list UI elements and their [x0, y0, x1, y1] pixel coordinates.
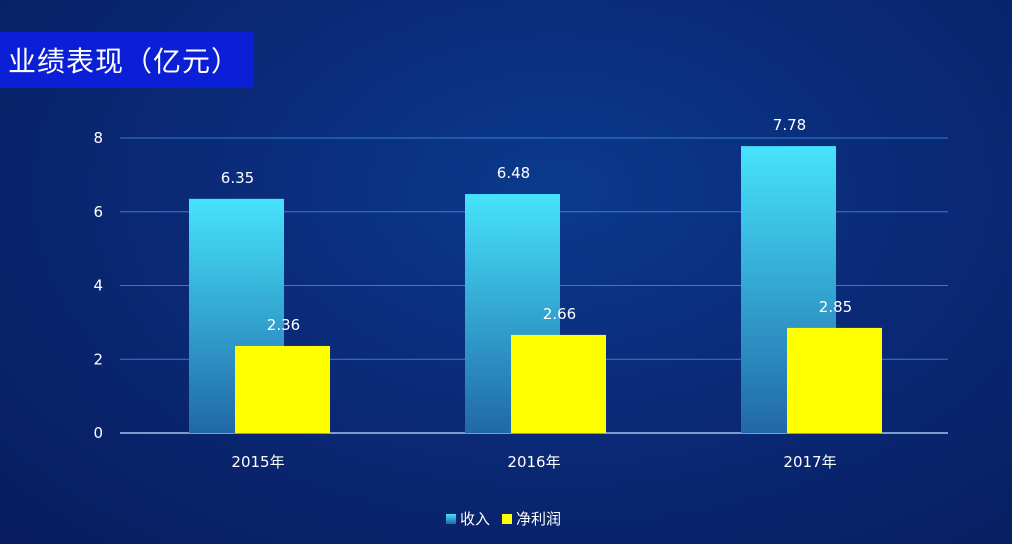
y-tick-label: 6 [93, 203, 103, 221]
legend-swatch-revenue [446, 513, 456, 524]
x-tick-label: 2016年 [507, 453, 560, 471]
legend-item-profit: 净利润 [502, 508, 561, 529]
bar-net-profit [511, 334, 606, 433]
title-banner: 业绩表现（亿元） [0, 32, 254, 88]
legend-label-revenue: 收入 [460, 510, 491, 528]
data-label: 6.48 [497, 164, 530, 182]
bars [189, 146, 882, 434]
data-label: 2.36 [267, 316, 300, 334]
y-tick-label: 0 [93, 424, 103, 442]
data-label: 2.85 [819, 298, 852, 316]
x-tick-label: 2017年 [783, 453, 836, 471]
x-tick-label: 2015年 [231, 453, 284, 471]
y-tick-label: 8 [93, 129, 103, 147]
data-label: 7.78 [773, 116, 806, 134]
data-labels: 6.35 2.36 6.48 2.66 7.78 2.85 [221, 116, 852, 334]
legend-item-revenue: 收入 [446, 508, 490, 529]
chart-title: 业绩表现（亿元） [8, 45, 241, 78]
legend: 收入 净利润 [446, 508, 561, 529]
bar-net-profit [787, 327, 882, 433]
legend-label-profit: 净利润 [516, 510, 562, 528]
y-tick-label: 4 [93, 277, 103, 295]
data-label: 2.66 [543, 305, 576, 323]
bar-chart: 0 2 4 6 8 2015年 2016年 2017年 6.35 2.36 6.48 2.66 7.7… [93, 116, 948, 471]
bar-net-profit [235, 345, 330, 433]
legend-swatch-profit [502, 513, 513, 524]
y-tick-label: 2 [93, 350, 103, 368]
data-label: 6.35 [221, 169, 254, 187]
